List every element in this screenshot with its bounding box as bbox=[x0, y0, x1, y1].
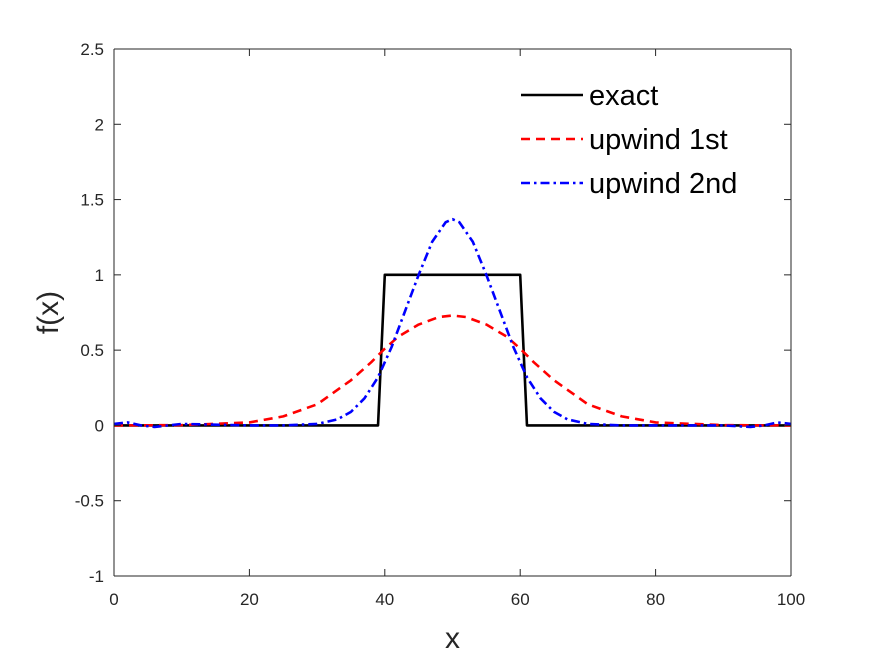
y-axis-label: f(x) bbox=[32, 291, 65, 334]
axes bbox=[113, 48, 792, 577]
y-tick-label: 2.5 bbox=[80, 40, 104, 59]
x-tick-label: 80 bbox=[646, 590, 665, 609]
x-axis-label: x bbox=[445, 622, 460, 655]
plot-area bbox=[114, 49, 791, 576]
x-tick-label: 40 bbox=[375, 590, 394, 609]
series-line-0 bbox=[114, 273, 791, 427]
y-tick-label: 2 bbox=[95, 115, 104, 134]
series-line-1 bbox=[113, 314, 792, 427]
y-tick-label: 0.5 bbox=[80, 341, 104, 360]
legend-label-1: upwind 1st bbox=[589, 124, 728, 156]
series-layer bbox=[113, 217, 792, 429]
legend: exact upwind 1st upwind 2nd bbox=[521, 80, 737, 200]
x-tick-label: 60 bbox=[511, 590, 530, 609]
y-tick-label: 1 bbox=[95, 266, 104, 285]
legend-label-2: upwind 2nd bbox=[589, 168, 737, 200]
y-tick-label: 0 bbox=[95, 416, 104, 435]
x-tick-label: 100 bbox=[777, 590, 805, 609]
tick-labels: 0 20 40 60 80 100 -1 -0.5 0 0.5 1 1.5 2 2.5 bbox=[75, 40, 805, 609]
y-tick-label: -0.5 bbox=[75, 492, 104, 511]
x-tick-label: 0 bbox=[109, 590, 118, 609]
y-tick-label: -1 bbox=[89, 567, 104, 586]
x-tick-label: 20 bbox=[240, 590, 259, 609]
series-line-2 bbox=[113, 217, 792, 429]
y-tick-label: 1.5 bbox=[80, 191, 104, 210]
plot-background bbox=[114, 49, 791, 576]
legend-label-0: exact bbox=[589, 80, 658, 112]
